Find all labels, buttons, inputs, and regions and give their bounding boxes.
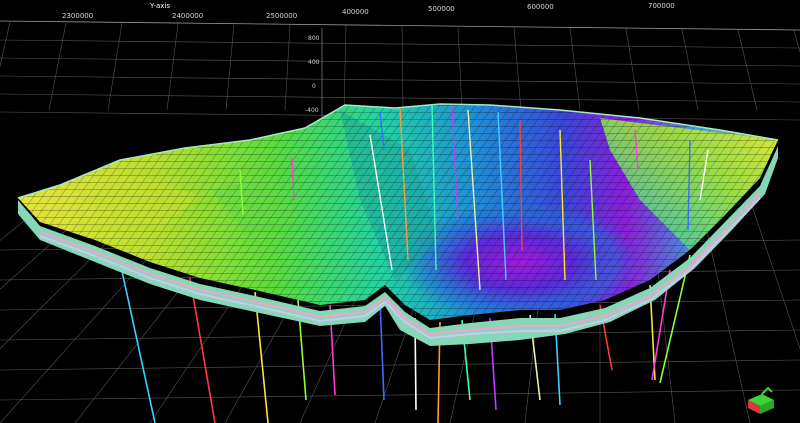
well-path: [659, 254, 691, 384]
axis-tick-label: 500000: [428, 5, 455, 13]
well-path: [189, 277, 216, 423]
well-marker: [399, 107, 409, 261]
well-path: [254, 291, 269, 423]
model-layers: [18, 146, 778, 346]
axis-tick-label: 600000: [527, 3, 554, 11]
well-marker: [451, 107, 459, 221]
well-marker: [497, 111, 507, 281]
reservoir-surface: [17, 103, 779, 320]
well-marker: [589, 159, 597, 281]
z-axis: 800 400 0 -400: [305, 28, 323, 118]
axis-tick-label: 2500000: [266, 12, 297, 20]
well-marker: [687, 139, 691, 231]
well-marker: [291, 157, 295, 201]
top-axis: Y-axis 2300000 2400000 2500000 400000 50…: [0, 2, 800, 31]
well-marker: [519, 119, 523, 251]
axis-cube-icon[interactable]: [748, 386, 774, 414]
axis-tick-label: 400000: [342, 8, 369, 16]
z-tick-label: 400: [308, 59, 320, 66]
well-marker: [379, 111, 385, 151]
z-tick-label: -400: [305, 107, 319, 114]
axis-tick-label: 2400000: [172, 12, 203, 20]
z-tick-label: 800: [308, 35, 320, 42]
well-markers: [239, 103, 709, 291]
well-marker: [634, 129, 639, 171]
well-marker: [699, 149, 709, 201]
y-axis-title: Y-axis: [149, 2, 170, 10]
well-marker: [559, 129, 566, 281]
axis-tick-label: 700000: [648, 2, 675, 10]
well-marker: [239, 169, 244, 216]
well-marker: [467, 109, 481, 291]
well-path: [119, 261, 156, 423]
well-marker: [369, 134, 393, 271]
z-tick-label: 0: [312, 83, 316, 90]
well-path: [379, 299, 385, 401]
axis-tick-label: 2300000: [62, 12, 93, 20]
well-marker: [431, 103, 437, 271]
